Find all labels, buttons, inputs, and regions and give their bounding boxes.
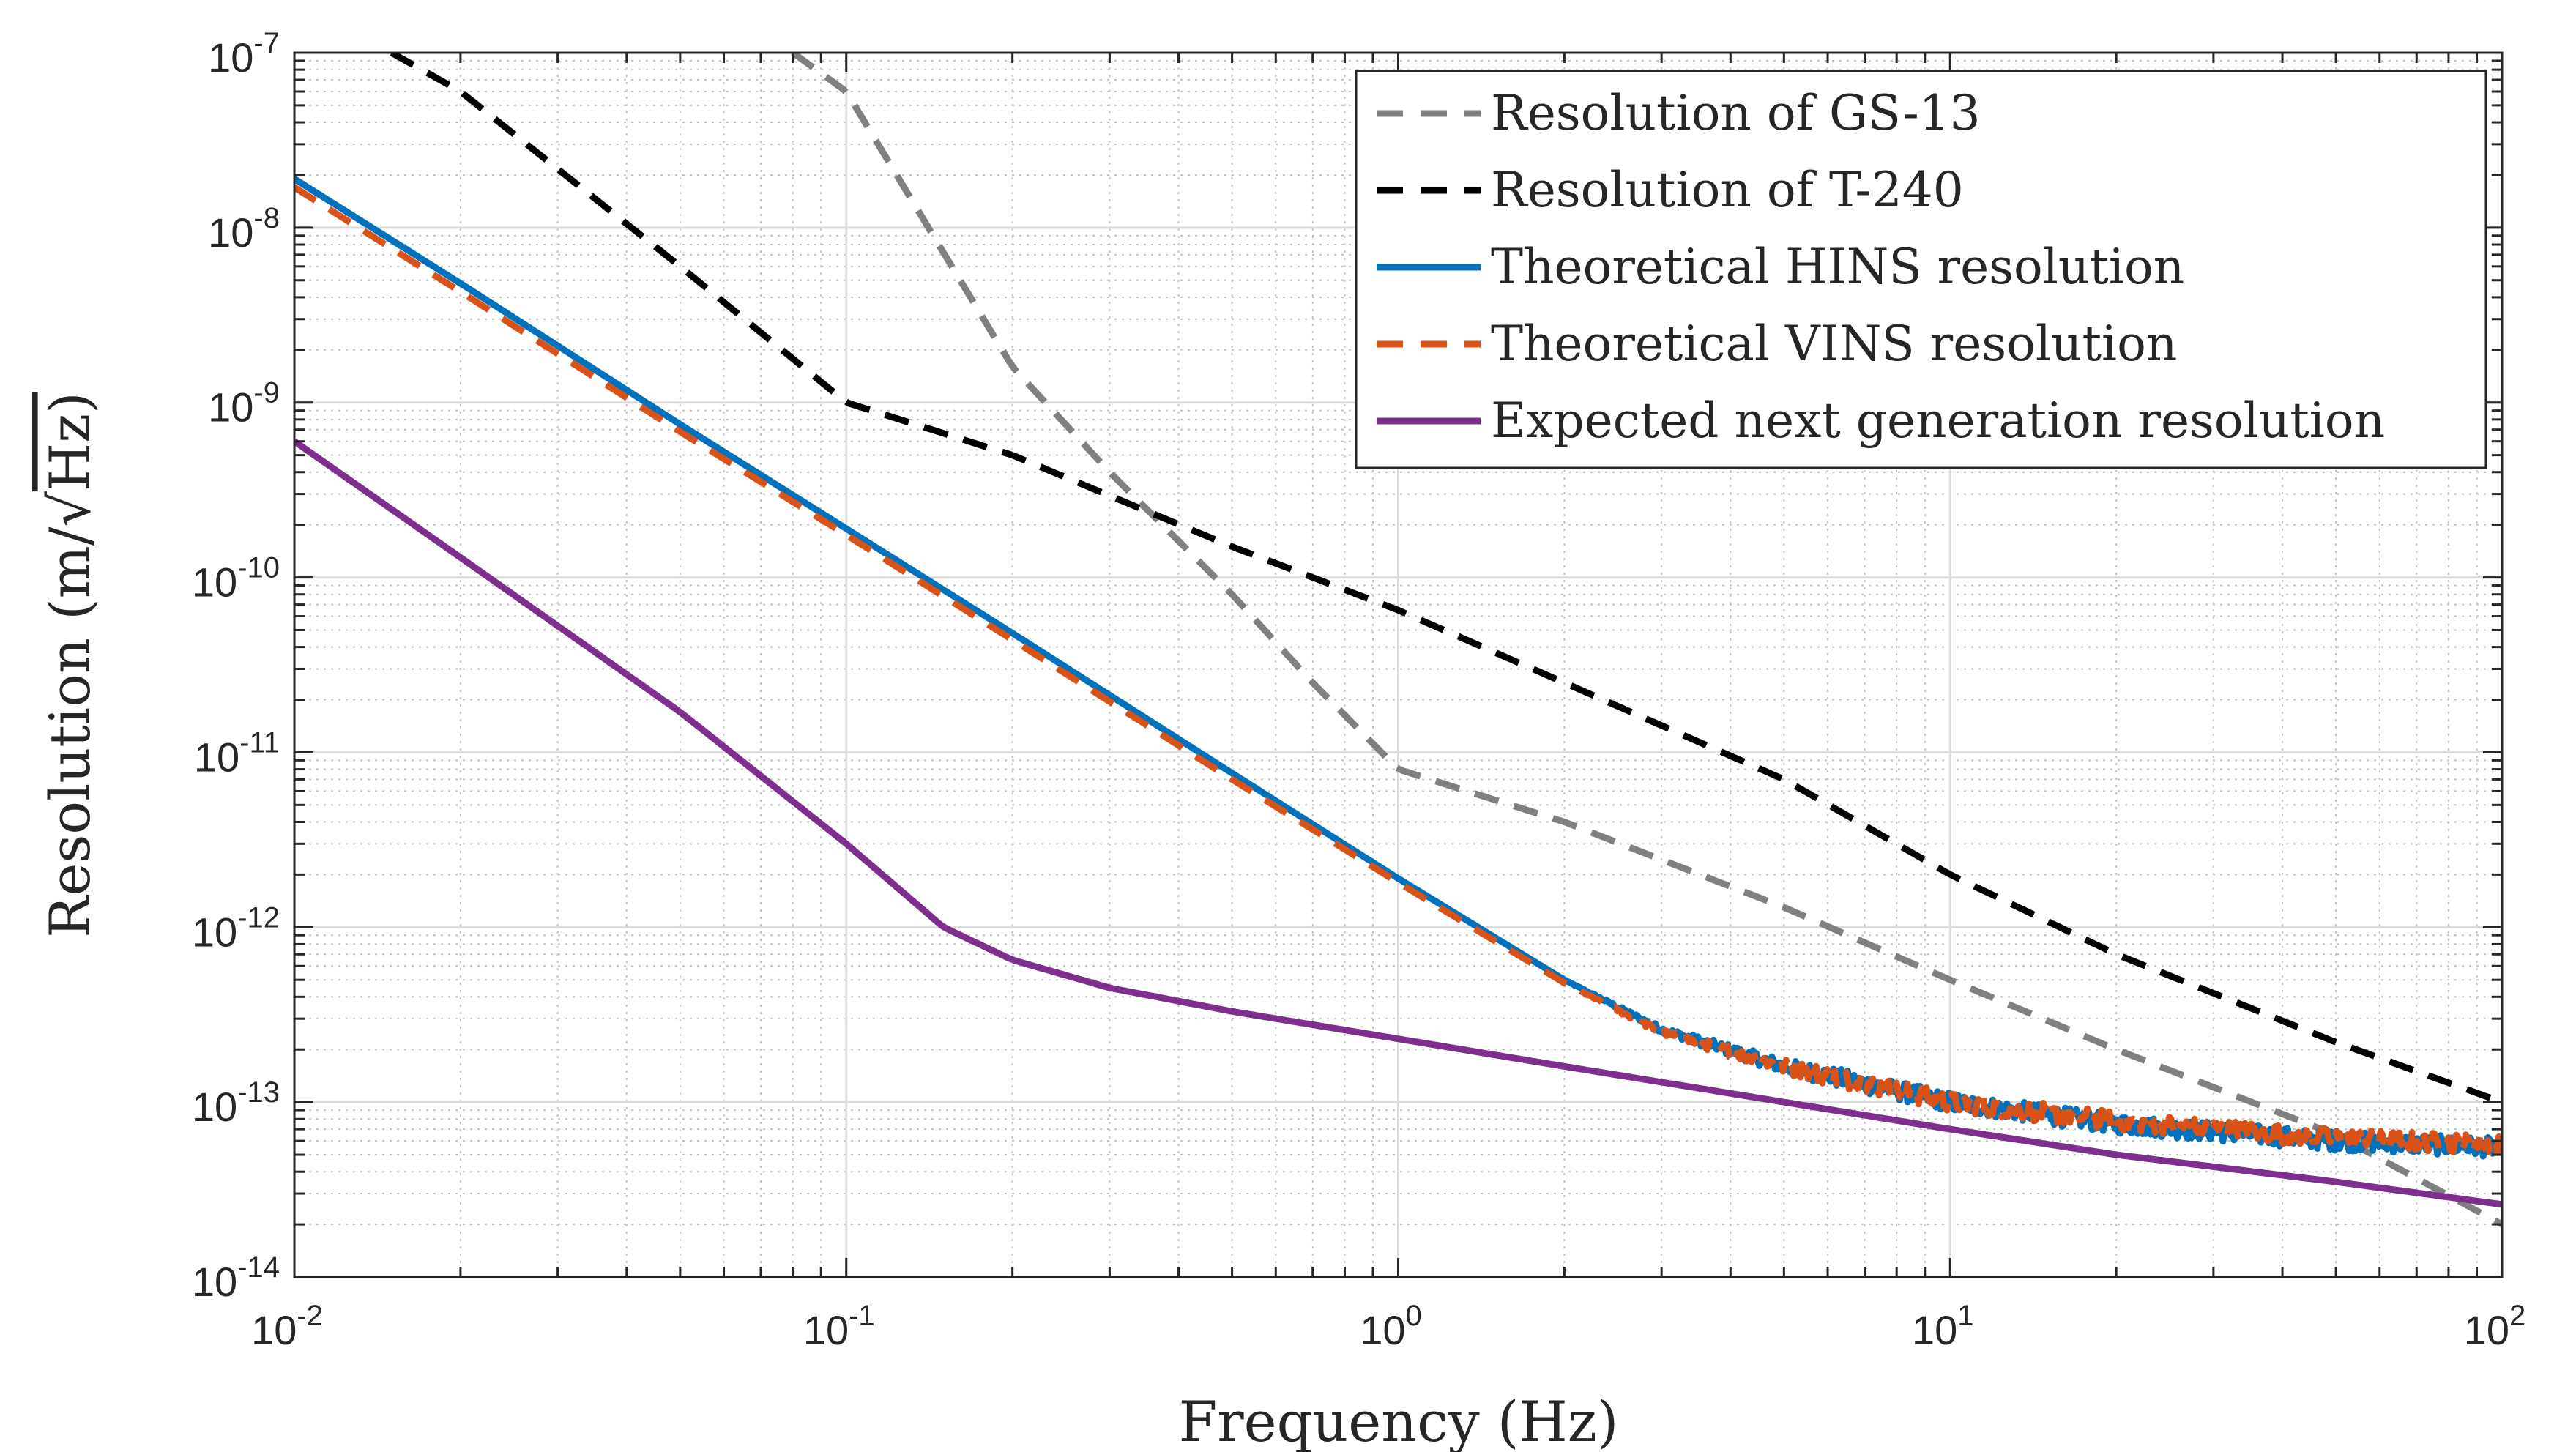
x-tick-labels: 10-2 10-1 100 101 102 [251,1300,2525,1353]
series-layer [294,53,2502,1228]
axis-ticks [293,51,2504,1278]
y-tick-label: 10-14 [192,1251,280,1305]
legend-label-1: Resolution of T-240 [1491,162,1964,218]
svg-text:Resolution (m/√Hz): Resolution (m/√Hz) [37,392,103,938]
x-tick-label: 101 [1912,1300,1974,1353]
x-axis-title: Frequency (Hz) [1179,1389,1619,1452]
series-line-3 [294,185,2502,1156]
y-tick-labels: 10-7 10-8 10-9 10-10 10-11 10-12 10-13 10-14 [192,27,280,1305]
series-line-2 [294,176,2502,1160]
x-tick-label: 100 [1360,1300,1422,1353]
series-line-0 [791,53,2502,1228]
y-tick-label: 10-11 [194,726,280,780]
legend-label-3: Theoretical VINS resolution [1491,316,2177,372]
y-tick-label: 10-9 [208,377,280,431]
y-tick-label: 10-10 [192,552,280,606]
legend-label-4: Expected next generation resolution [1491,392,2385,449]
x-tick-label: 10-1 [803,1300,875,1353]
y-tick-label: 10-13 [192,1076,280,1130]
legend-label-0: Resolution of GS-13 [1491,85,1981,141]
y-tick-label: 10-7 [208,27,280,81]
y-tick-label: 10-8 [208,202,280,256]
y-axis-title-suffix: Hz) [37,392,103,491]
x-tick-label: 10-2 [251,1300,323,1353]
legend: Resolution of GS-13 Resolution of T-240 Th… [1355,70,2487,469]
legend-label-2: Theoretical HINS resolution [1491,239,2184,295]
y-axis-title: Resolution (m/√Hz) [37,392,103,938]
y-tick-label: 10-12 [192,901,280,955]
y-axis-title-prefix: Resolution (m/ [37,526,103,938]
legend-box [1355,70,2487,469]
series-line-4 [294,439,2502,1208]
y-axis-title-radical: √ [37,491,103,527]
x-tick-label: 102 [2464,1300,2526,1353]
